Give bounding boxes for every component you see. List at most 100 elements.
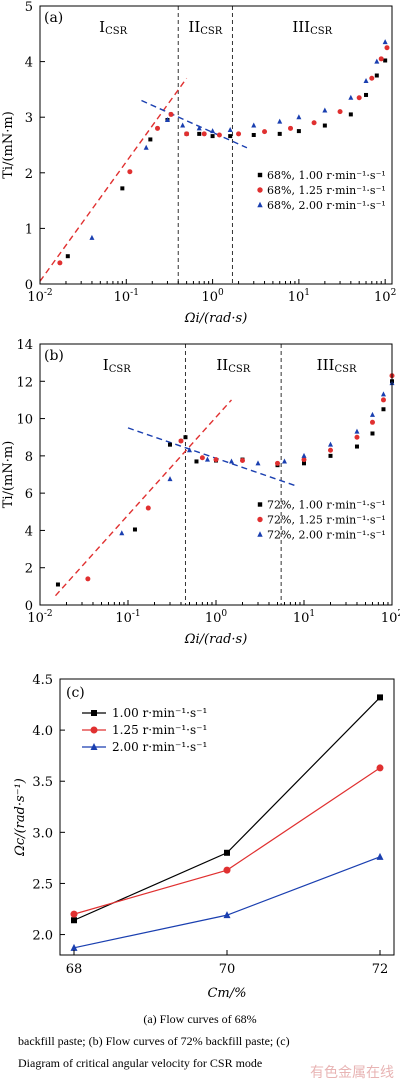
panel-1-y-tick-label-4: 8 bbox=[25, 450, 33, 465]
panel-0-series-1-point-15 bbox=[384, 45, 390, 51]
panel-0-series-0-point-7 bbox=[228, 134, 233, 139]
panel-0-series-0-point-14 bbox=[374, 73, 379, 78]
panel-1-series-2-point-7 bbox=[301, 452, 307, 458]
panel-0-region-label-0: ICSR bbox=[99, 18, 127, 37]
panel-1-series-1-point-6 bbox=[275, 460, 281, 466]
panel-0-fit-line-0 bbox=[39, 77, 188, 282]
panel-0-y-tick-label-5: 5 bbox=[25, 0, 33, 15]
panel-1-legend-label-1: 72%, 1.25 r·min⁻¹·s⁻¹ bbox=[267, 514, 386, 527]
caption-line-1: (a) Flow curves of 68% bbox=[143, 1012, 257, 1026]
panel-1-series-0-point-4 bbox=[194, 459, 199, 464]
panel-0-series-1-point-9 bbox=[288, 125, 294, 131]
panel-1-x-tick-label-1: 10-1 bbox=[115, 609, 140, 626]
panel-2-series-0-point-1 bbox=[224, 849, 230, 856]
panel-1-legend-label-0: 72%, 1.00 r·min⁻¹·s⁻¹ bbox=[267, 499, 386, 512]
panel-2-y-tick-label-0: 2.0 bbox=[32, 929, 53, 944]
panel-0-series-2-point-14 bbox=[382, 39, 388, 45]
panel-0-series-1-point-0 bbox=[57, 260, 63, 266]
panel-1-series-2-point-4 bbox=[228, 458, 234, 464]
panel-1-series-2-point-9 bbox=[354, 428, 360, 434]
panel-2-x-tick-label-1: 70 bbox=[219, 962, 236, 977]
panel-0-legend-label-1: 68%, 1.25 r·min⁻¹·s⁻¹ bbox=[267, 184, 386, 197]
panel-0-y-tick-label-4: 4 bbox=[25, 56, 33, 71]
panel-1-series-2-point-1 bbox=[167, 476, 173, 482]
chart-b-flow-curves-72: 10-2 10-1 100 101 102 0 2 4 6 8 10 12 14 ICSR IICSR III… bbox=[1, 338, 400, 647]
panel-0-series-0-point-2 bbox=[148, 137, 153, 142]
panel-2-y-tick-label-1: 2.5 bbox=[32, 877, 53, 892]
caption-line-2: backfill paste; (b) Flow curves of 72% b… bbox=[18, 1034, 290, 1048]
panel-1-series-1-point-2 bbox=[178, 438, 184, 444]
panel-0-series-2-point-0 bbox=[89, 234, 95, 240]
panel-1-y-tick-label-7: 14 bbox=[16, 338, 33, 353]
panel-0-y-tick-label-0: 0 bbox=[25, 278, 33, 293]
panel-0-legend-marker-0 bbox=[257, 172, 263, 178]
panel-0-series-0-point-12 bbox=[348, 112, 353, 117]
panel-1-series-0-point-12 bbox=[381, 407, 386, 412]
panel-2-legend-marker-2 bbox=[90, 743, 98, 750]
panel-0-series-0-point-8 bbox=[251, 132, 256, 137]
panel-0-x-tick-label-3: 101 bbox=[288, 288, 310, 305]
panel-0-series-0-point-0 bbox=[65, 254, 70, 259]
panel-0-legend-marker-2 bbox=[257, 201, 263, 208]
panel-0-region-label-2: IIICSR bbox=[292, 18, 332, 37]
panel-1-y-tick-label-0: 0 bbox=[25, 599, 33, 614]
panel-0-y-tick-label-2: 2 bbox=[25, 167, 33, 182]
panel-0-y-axis-title: Ti/(mN·m) bbox=[1, 111, 16, 179]
panel-1-y-axis-title: Ti/(mN·m) bbox=[1, 441, 16, 509]
panel-0-series-2-point-9 bbox=[296, 114, 302, 120]
panel-2-x-tick-label-0: 68 bbox=[66, 962, 83, 977]
panel-0-series-0-point-1 bbox=[120, 186, 125, 191]
panel-2-series-2-point-2 bbox=[376, 852, 384, 860]
panel-1-panel-label: (b) bbox=[44, 348, 64, 364]
panel-2-legend-marker-0 bbox=[91, 710, 97, 716]
caption-line-3: Diagram of critical angular velocity for… bbox=[18, 1056, 263, 1070]
panel-0-series-2-point-1 bbox=[143, 144, 149, 150]
panel-0-y-tick-label-1: 1 bbox=[25, 222, 33, 237]
panel-1-series-1-point-8 bbox=[327, 447, 333, 453]
panel-1-series-1-point-5 bbox=[239, 458, 245, 464]
panel-0-series-1-point-3 bbox=[168, 111, 174, 117]
panel-2-panel-label: (c) bbox=[66, 685, 85, 701]
panel-0-series-1-point-1 bbox=[127, 169, 133, 175]
panel-1-series-0-point-2 bbox=[167, 442, 172, 447]
panel-0-series-2-point-7 bbox=[251, 122, 257, 128]
panel-1-region-label-2: IIICSR bbox=[317, 356, 357, 375]
panel-1-series-1-point-11 bbox=[380, 397, 386, 403]
panel-2-series-2-point-0 bbox=[70, 943, 78, 951]
panel-1-y-tick-label-6: 12 bbox=[16, 375, 33, 390]
panel-1-series-1-point-9 bbox=[354, 434, 360, 440]
panel-2-series-0-point-2 bbox=[377, 694, 383, 701]
panel-1-x-tick-label-2: 100 bbox=[205, 609, 228, 626]
panel-0-legend-marker-1 bbox=[257, 187, 263, 193]
panel-1-series-2-point-0 bbox=[119, 530, 125, 536]
panel-0-series-2-point-2 bbox=[164, 116, 170, 122]
panel-1-y-tick-label-3: 6 bbox=[25, 487, 33, 502]
panel-1-x-tick-label-3: 101 bbox=[293, 609, 315, 626]
panel-1-legend-marker-1 bbox=[257, 516, 263, 523]
panel-0-series-0-point-9 bbox=[277, 131, 282, 136]
panel-0-series-2-point-5 bbox=[210, 128, 216, 134]
panel-1-series-2-point-2 bbox=[187, 447, 193, 453]
panel-1-series-1-point-4 bbox=[213, 457, 219, 463]
panel-2-x-tick-label-2: 72 bbox=[372, 962, 389, 977]
panel-2-series-1-line bbox=[73, 767, 381, 915]
panel-1-series-0-point-0 bbox=[55, 582, 60, 587]
panel-2-y-tick-label-4: 4.0 bbox=[32, 724, 53, 739]
panel-1-series-1-point-10 bbox=[369, 419, 375, 425]
panel-1-region-label-1: IICSR bbox=[216, 356, 250, 375]
panel-0-series-2-point-6 bbox=[227, 126, 233, 132]
panel-2-legend-label-0: 1.00 r·min⁻¹·s⁻¹ bbox=[112, 706, 207, 720]
panel-0-series-1-point-13 bbox=[369, 75, 375, 81]
panel-0-series-1-point-12 bbox=[356, 95, 362, 101]
panel-2-legend-marker-1 bbox=[90, 726, 98, 734]
panel-1-series-2-point-3 bbox=[204, 456, 210, 462]
panel-0-series-2-point-13 bbox=[374, 58, 380, 64]
panel-1-series-0-point-3 bbox=[183, 435, 188, 440]
panel-1-x-tick-label-0: 10-2 bbox=[27, 609, 52, 626]
panel-1-plot-frame bbox=[39, 343, 393, 606]
panel-0-series-0-point-15 bbox=[383, 58, 388, 63]
panel-0-x-tick-label-0: 10-2 bbox=[27, 288, 52, 305]
panel-2-series-2-point-1 bbox=[223, 911, 231, 919]
panel-2-y-tick-label-3: 3.5 bbox=[32, 775, 53, 790]
panel-0-panel-label: (a) bbox=[44, 10, 63, 26]
